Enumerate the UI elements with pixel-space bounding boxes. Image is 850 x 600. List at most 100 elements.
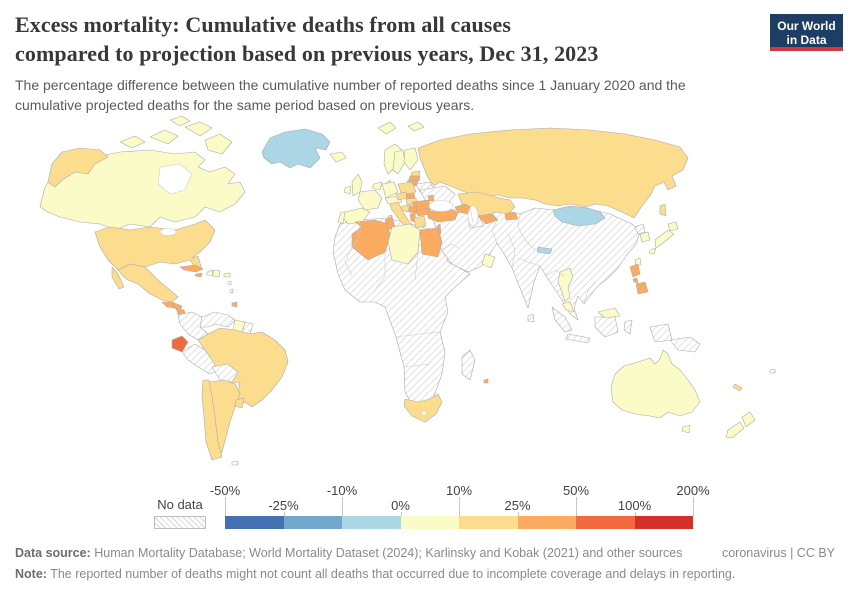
country-dominican-republic[interactable] <box>212 269 221 278</box>
note-text: The reported number of deaths might not … <box>50 567 736 581</box>
country-finland[interactable] <box>403 121 425 171</box>
country-mauritius[interactable] <box>483 378 489 384</box>
legend-bin-swatch[interactable] <box>517 516 576 529</box>
hudson-bay <box>157 163 193 195</box>
legend-bin-swatch[interactable] <box>634 516 693 529</box>
country-mexico[interactable] <box>111 263 179 303</box>
country-haiti[interactable] <box>206 269 214 277</box>
country-serbia[interactable] <box>408 205 418 215</box>
legend-tick-label: 10% <box>445 483 473 498</box>
country-mongolia[interactable] <box>552 205 606 227</box>
lesotho <box>421 410 427 416</box>
country-madagascar[interactable] <box>461 349 476 381</box>
legend-tick-mark <box>634 512 636 516</box>
country-taiwan[interactable] <box>634 257 642 267</box>
legend-bin-swatch[interactable] <box>342 516 401 529</box>
country-canada-arctic[interactable] <box>119 115 233 155</box>
country-uzbekistan[interactable] <box>477 213 499 225</box>
country-philippines[interactable] <box>629 263 649 295</box>
legend-bin-swatch[interactable] <box>283 516 342 529</box>
country-germany[interactable] <box>381 181 399 199</box>
country-new-zealand[interactable] <box>725 411 756 439</box>
country-malaysia[interactable] <box>561 301 621 319</box>
coronavirus-link[interactable]: coronavirus <box>721 546 787 560</box>
country-united-kingdom[interactable] <box>351 173 363 197</box>
country-jamaica[interactable] <box>194 272 203 278</box>
country-estonia[interactable] <box>410 170 421 177</box>
legend-tick-mark <box>225 497 226 516</box>
country-kyrgyzstan[interactable] <box>504 211 519 221</box>
country-uruguay[interactable] <box>234 397 245 409</box>
legend-tick-label: 100% <box>617 498 652 513</box>
country-thailand[interactable] <box>557 267 574 303</box>
no-data-internal-borders <box>344 207 597 368</box>
country-russia-sakhalin[interactable] <box>659 203 667 217</box>
country-moldova[interactable] <box>427 194 435 202</box>
country-africa-no-data[interactable] <box>332 217 471 413</box>
country-cuba[interactable] <box>179 264 204 273</box>
country-nepal[interactable] <box>536 246 553 255</box>
map-legend: No data -50% -25% -10% 0% 10% 25% 50% 100% 200% <box>0 483 850 535</box>
country-north-korea[interactable] <box>634 223 646 235</box>
country-benelux[interactable] <box>371 181 383 191</box>
country-russia[interactable] <box>417 127 689 219</box>
link-separator: | <box>790 546 794 560</box>
license-link[interactable]: CC BY <box>796 546 835 560</box>
country-latvia[interactable] <box>408 175 421 182</box>
legend-bin-swatch[interactable] <box>400 516 459 529</box>
country-trinidad-and-tobago[interactable] <box>231 301 238 308</box>
country-chile[interactable] <box>201 379 223 461</box>
legend-bin-swatch[interactable] <box>459 516 518 529</box>
country-sri-lanka[interactable] <box>527 313 535 323</box>
legend-tick-mark <box>693 497 694 516</box>
country-greece[interactable] <box>413 215 427 229</box>
country-sweden[interactable] <box>392 149 406 175</box>
no-data-label: No data <box>157 497 203 512</box>
source-line: Data source: Human Mortality Database; W… <box>15 546 682 560</box>
country-south-korea[interactable] <box>639 231 651 243</box>
country-alaska[interactable] <box>47 147 109 188</box>
country-egypt[interactable] <box>419 227 443 258</box>
legend-color-bar[interactable] <box>225 516 693 529</box>
legend-tick-label: 0% <box>391 498 410 513</box>
country-portugal[interactable] <box>337 211 346 225</box>
legend-tick-mark <box>342 497 343 516</box>
legend-bin-swatch[interactable] <box>225 516 284 529</box>
chart-footer: Data source: Human Mortality Database; W… <box>15 546 835 581</box>
country-indonesia[interactable] <box>551 306 673 344</box>
legend-tick-mark <box>517 512 519 516</box>
country-lesser-antilles[interactable] <box>227 280 234 294</box>
legend-tick-label: -10% <box>326 483 358 498</box>
legend-tick-mark <box>459 497 460 516</box>
country-australia[interactable] <box>610 349 701 434</box>
country-oman[interactable] <box>481 253 496 269</box>
country-falkland-islands[interactable] <box>231 460 239 466</box>
country-algeria[interactable] <box>351 219 391 261</box>
note-line: Note: The reported number of deaths migh… <box>15 567 735 581</box>
country-iceland[interactable] <box>329 151 347 163</box>
country-france[interactable] <box>357 189 383 211</box>
country-fiji[interactable] <box>769 368 776 374</box>
country-ireland[interactable] <box>343 185 352 195</box>
black-sea <box>428 200 454 212</box>
country-united-states[interactable] <box>94 219 216 271</box>
country-south-africa[interactable] <box>403 393 443 423</box>
owid-logo[interactable]: Our World in Data <box>770 14 843 51</box>
no-data-swatch[interactable] <box>154 516 206 529</box>
legend-bin-swatch[interactable] <box>576 516 635 529</box>
country-greenland[interactable] <box>261 128 331 169</box>
country-papua-new-guinea[interactable] <box>669 336 701 353</box>
chart-subtitle: The percentage difference between the cu… <box>15 77 686 113</box>
logo-line-1: Our World <box>777 19 836 33</box>
country-puerto-rico[interactable] <box>223 272 231 278</box>
logo-line-2: in Data <box>786 33 827 47</box>
country-venezuela[interactable] <box>199 311 236 328</box>
country-bolivia[interactable] <box>211 363 239 383</box>
country-ecuador[interactable] <box>171 335 189 353</box>
legend-tick-mark <box>576 497 577 516</box>
country-libya[interactable] <box>387 223 421 265</box>
country-japan[interactable] <box>648 221 679 255</box>
country-new-caledonia[interactable] <box>732 383 743 392</box>
country-asia-no-data[interactable] <box>429 207 641 321</box>
